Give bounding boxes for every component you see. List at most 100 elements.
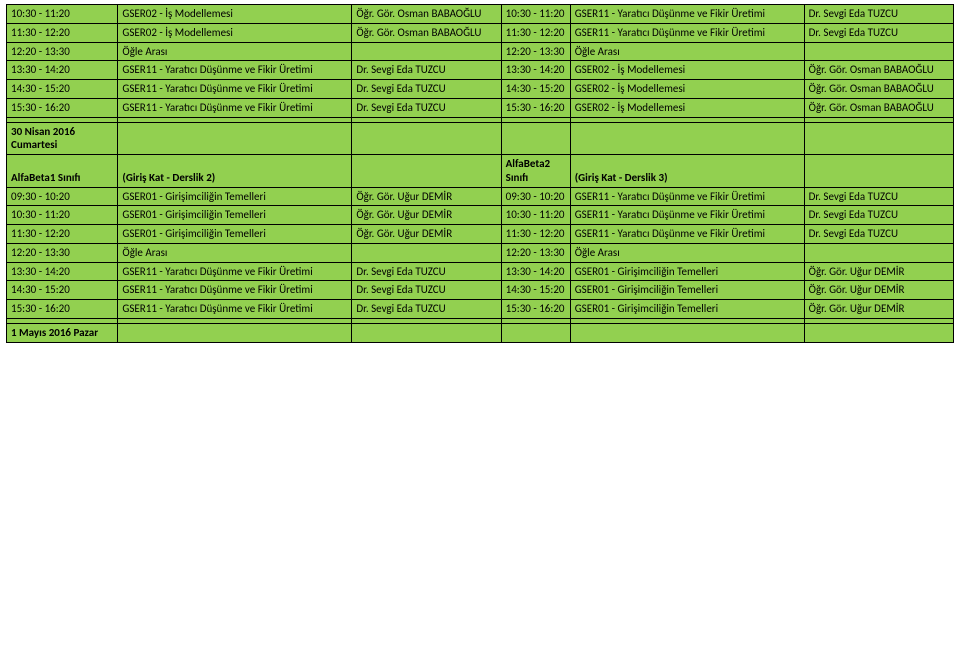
cell-time: 12:20 - 13:30 <box>501 42 570 61</box>
table-row: 13:30 - 14:20 GSER11 - Yaratıcı Düşünme … <box>7 61 954 80</box>
cell-empty <box>352 155 501 188</box>
cell-time: 10:30 - 11:20 <box>501 5 570 24</box>
table-row: 12:20 - 13:30 Öğle Arası 12:20 - 13:30 Ö… <box>7 42 954 61</box>
cell-instructor: Öğr. Gör. Uğur DEMİR <box>804 262 953 281</box>
cell-course: GSER01 - Girişimciliğin Temelleri <box>118 187 352 206</box>
cell-instructor: Öğr. Gör. Osman BABAOĞLU <box>804 61 953 80</box>
cell-time: 14:30 - 15:20 <box>7 80 118 99</box>
cell-time: 11:30 - 12:20 <box>7 23 118 42</box>
cell-room-label: (Giriş Kat - Derslik 2) <box>118 155 352 188</box>
cell-instructor: Dr. Sevgi Eda TUZCU <box>804 23 953 42</box>
cell-time: 12:20 - 13:30 <box>7 42 118 61</box>
cell-time: 10:30 - 11:20 <box>7 5 118 24</box>
cell-course: Öğle Arası <box>570 42 804 61</box>
cell-time: 15:30 - 16:20 <box>7 300 118 319</box>
table-row: 14:30 - 15:20 GSER11 - Yaratıcı Düşünme … <box>7 80 954 99</box>
cell-time: 11:30 - 12:20 <box>7 225 118 244</box>
table-row-date: 30 Nisan 2016 Cumartesi <box>7 122 954 155</box>
cell-date: 30 Nisan 2016 Cumartesi <box>7 122 118 155</box>
cell-course: GSER01 - Girişimciliğin Temelleri <box>570 300 804 319</box>
cell-course: GSER11 - Yaratıcı Düşünme ve Fikir Üreti… <box>118 98 352 117</box>
table-row: 11:30 - 12:20 GSER02 - İş Modellemesi Öğ… <box>7 23 954 42</box>
cell-instructor: Dr. Sevgi Eda TUZCU <box>352 61 501 80</box>
cell-instructor: Öğr. Gör. Uğur DEMİR <box>352 225 501 244</box>
cell-instructor: Öğr. Gör. Uğur DEMİR <box>352 187 501 206</box>
cell-time: 15:30 - 16:20 <box>501 98 570 117</box>
cell-course: Öğle Arası <box>118 42 352 61</box>
cell-empty <box>118 323 352 342</box>
cell-instructor: Öğr. Gör. Uğur DEMİR <box>352 206 501 225</box>
cell-time: 11:30 - 12:20 <box>501 225 570 244</box>
cell-instructor: Dr. Sevgi Eda TUZCU <box>804 187 953 206</box>
cell-date: 1 Mayıs 2016 Pazar <box>7 323 118 342</box>
cell-time: 10:30 - 11:20 <box>7 206 118 225</box>
table-row: 15:30 - 16:20 GSER11 - Yaratıcı Düşünme … <box>7 98 954 117</box>
cell-time: 14:30 - 15:20 <box>501 281 570 300</box>
cell-course: GSER01 - Girişimciliğin Temelleri <box>570 262 804 281</box>
table-row: 11:30 - 12:20 GSER01 - Girişimciliğin Te… <box>7 225 954 244</box>
table-row: 13:30 - 14:20 GSER11 - Yaratıcı Düşünme … <box>7 262 954 281</box>
cell-time: 15:30 - 16:20 <box>7 98 118 117</box>
cell-instructor: Öğr. Gör. Osman BABAOĞLU <box>352 5 501 24</box>
cell-course: Öğle Arası <box>570 243 804 262</box>
cell-instructor: Dr. Sevgi Eda TUZCU <box>352 300 501 319</box>
cell-course: GSER02 - İş Modellemesi <box>118 23 352 42</box>
cell-instructor: Dr. Sevgi Eda TUZCU <box>804 225 953 244</box>
cell-time: 11:30 - 12:20 <box>501 23 570 42</box>
cell-instructor: Öğr. Gör. Osman BABAOĞLU <box>352 23 501 42</box>
cell-instructor: Öğr. Gör. Uğur DEMİR <box>804 300 953 319</box>
cell-empty <box>804 42 953 61</box>
cell-course: GSER11 - Yaratıcı Düşünme ve Fikir Üreti… <box>118 262 352 281</box>
cell-empty <box>352 323 501 342</box>
cell-time: 12:20 - 13:30 <box>501 243 570 262</box>
cell-empty <box>804 122 953 155</box>
cell-course: GSER11 - Yaratıcı Düşünme ve Fikir Üreti… <box>570 206 804 225</box>
cell-course: GSER11 - Yaratıcı Düşünme ve Fikir Üreti… <box>570 187 804 206</box>
cell-course: GSER11 - Yaratıcı Düşünme ve Fikir Üreti… <box>118 61 352 80</box>
cell-time: 13:30 - 14:20 <box>7 262 118 281</box>
cell-time: 14:30 - 15:20 <box>7 281 118 300</box>
cell-instructor: Dr. Sevgi Eda TUZCU <box>352 281 501 300</box>
cell-course: GSER11 - Yaratıcı Düşünme ve Fikir Üreti… <box>570 225 804 244</box>
cell-course: GSER11 - Yaratıcı Düşünme ve Fikir Üreti… <box>118 80 352 99</box>
cell-empty <box>804 155 953 188</box>
cell-course: GSER01 - Girişimciliğin Temelleri <box>118 206 352 225</box>
table-row: 09:30 - 10:20 GSER01 - Girişimciliğin Te… <box>7 187 954 206</box>
table-row-date: 1 Mayıs 2016 Pazar <box>7 323 954 342</box>
cell-instructor: Öğr. Gör. Osman BABAOĞLU <box>804 80 953 99</box>
cell-empty <box>352 42 501 61</box>
cell-time: 13:30 - 14:20 <box>501 61 570 80</box>
cell-course: Öğle Arası <box>118 243 352 262</box>
cell-course: GSER02 - İş Modellemesi <box>118 5 352 24</box>
cell-instructor: Öğr. Gör. Osman BABAOĞLU <box>804 98 953 117</box>
table-row: 10:30 - 11:20 GSER02 - İş Modellemesi Öğ… <box>7 5 954 24</box>
cell-time: 09:30 - 10:20 <box>501 187 570 206</box>
cell-class-label: AlfaBeta2 Sınıfı <box>501 155 570 188</box>
cell-time: 10:30 - 11:20 <box>501 206 570 225</box>
cell-instructor: Dr. Sevgi Eda TUZCU <box>352 262 501 281</box>
cell-empty <box>352 243 501 262</box>
cell-course: GSER01 - Girişimciliğin Temelleri <box>570 281 804 300</box>
cell-course: GSER01 - Girişimciliğin Temelleri <box>118 225 352 244</box>
cell-instructor: Dr. Sevgi Eda TUZCU <box>352 98 501 117</box>
table-row: 15:30 - 16:20 GSER11 - Yaratıcı Düşünme … <box>7 300 954 319</box>
cell-time: 14:30 - 15:20 <box>501 80 570 99</box>
cell-instructor: Dr. Sevgi Eda TUZCU <box>804 5 953 24</box>
cell-empty <box>352 122 501 155</box>
cell-time: 13:30 - 14:20 <box>7 61 118 80</box>
cell-course: GSER11 - Yaratıcı Düşünme ve Fikir Üreti… <box>118 281 352 300</box>
schedule-table: 10:30 - 11:20 GSER02 - İş Modellemesi Öğ… <box>6 4 954 343</box>
cell-empty <box>118 122 352 155</box>
table-row-header: AlfaBeta1 Sınıfı (Giriş Kat - Derslik 2)… <box>7 155 954 188</box>
cell-course: GSER11 - Yaratıcı Düşünme ve Fikir Üreti… <box>570 5 804 24</box>
cell-time: 09:30 - 10:20 <box>7 187 118 206</box>
cell-course: GSER11 - Yaratıcı Düşünme ve Fikir Üreti… <box>118 300 352 319</box>
cell-course: GSER02 - İş Modellemesi <box>570 98 804 117</box>
cell-instructor: Dr. Sevgi Eda TUZCU <box>352 80 501 99</box>
cell-course: GSER02 - İş Modellemesi <box>570 61 804 80</box>
cell-empty <box>804 323 953 342</box>
cell-instructor: Öğr. Gör. Uğur DEMİR <box>804 281 953 300</box>
cell-empty <box>501 122 570 155</box>
cell-course: GSER11 - Yaratıcı Düşünme ve Fikir Üreti… <box>570 23 804 42</box>
cell-empty <box>804 243 953 262</box>
